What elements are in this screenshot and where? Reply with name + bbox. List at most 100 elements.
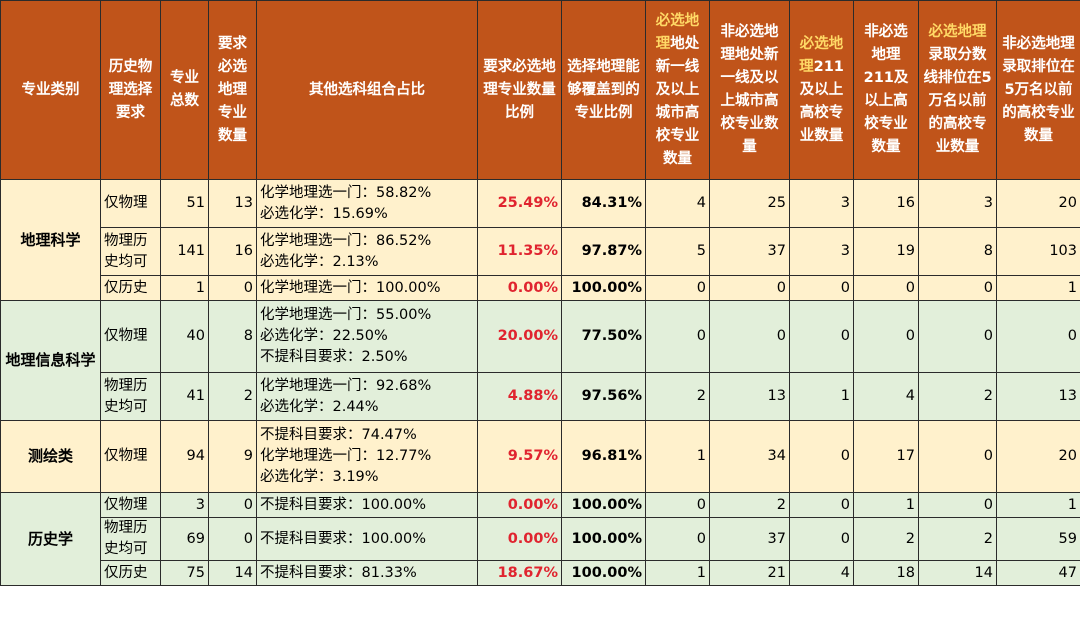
header-col-e-text: 录取分数线排位在5万名以前的高校专业数量 xyxy=(923,47,992,155)
total-cell: 94 xyxy=(160,420,209,493)
count-cell-f: 20 xyxy=(996,420,1080,493)
combo-cell: 化学地理选一门：92.68% 必选化学：2.44% xyxy=(256,372,478,421)
geo-ratio-cell: 20.00% xyxy=(477,300,562,373)
count-cell-b: 25 xyxy=(709,179,790,228)
count-cell-f: 1 xyxy=(996,492,1080,518)
total-cell: 41 xyxy=(160,372,209,421)
table-row: 地理科学 仅物理 51 13 化学地理选一门：58.82% 必选化学：15.69% 25.4… xyxy=(0,179,1080,301)
combo-line: 化学地理选一门：92.68% xyxy=(260,377,432,394)
combo-cell: 不提科目要求：100.00% xyxy=(256,492,478,518)
count-cell-f: 1 xyxy=(996,275,1080,301)
count-cell-a: 0 xyxy=(645,517,710,561)
header-category: 专业类别 xyxy=(0,0,101,180)
count-cell-c: 0 xyxy=(789,517,854,561)
geo-ratio-cell: 4.88% xyxy=(477,372,562,421)
coverage-cell: 100.00% xyxy=(561,517,646,561)
table-body: 地理科学 仅物理 51 13 化学地理选一门：58.82% 必选化学：15.69% 25.4… xyxy=(0,179,1080,586)
geo-ratio-cell: 25.49% xyxy=(477,179,562,228)
header-col-b: 非必选地理地处新一线及以上城市高校专业数量 xyxy=(709,0,790,180)
subject-requirement-cell: 仅物理 xyxy=(100,492,161,518)
geo-required-cell: 13 xyxy=(208,179,257,228)
geo-required-cell: 9 xyxy=(208,420,257,493)
geo-ratio-cell: 11.35% xyxy=(477,227,562,276)
count-cell-d: 16 xyxy=(853,179,919,228)
total-cell: 69 xyxy=(160,517,209,561)
header-col-a-highlight: 必选地理 xyxy=(655,12,700,52)
combo-line: 不提科目要求：74.47% xyxy=(260,427,417,443)
subject-requirement-cell: 仅历史 xyxy=(100,275,161,301)
header-geo-required-ratio: 要求必选地理专业数量比例 xyxy=(477,0,562,180)
header-col-d: 非必选地理211及以上高校专业数量 xyxy=(853,0,919,180)
geo-required-cell: 0 xyxy=(208,275,257,301)
total-cell: 1 xyxy=(160,275,209,301)
count-cell-b: 21 xyxy=(709,560,790,586)
header-row: 专业类别 历史物理选择要求 专业总数 要求必选地理专业数量 其他选科组合占比 要… xyxy=(0,0,1080,180)
count-cell-c: 0 xyxy=(789,492,854,518)
count-cell-a: 1 xyxy=(645,420,710,493)
coverage-cell: 100.00% xyxy=(561,560,646,586)
header-total: 专业总数 xyxy=(160,0,209,180)
count-cell-b: 34 xyxy=(709,420,790,493)
subject-requirement-cell: 仅物理 xyxy=(100,179,161,228)
count-cell-c: 0 xyxy=(789,275,854,301)
count-cell-a: 0 xyxy=(645,492,710,518)
table-row: 物理历史均可 41 2 化学地理选一门：92.68% 必选化学：2.44% 4.88% 97… xyxy=(1,372,1080,421)
coverage-cell: 97.56% xyxy=(561,372,646,421)
geo-required-cell: 0 xyxy=(208,517,257,561)
count-cell-a: 4 xyxy=(645,179,710,228)
subject-requirement-cell: 物理历史均可 xyxy=(100,227,161,276)
combo-line: 必选化学：22.50% xyxy=(260,328,388,344)
total-cell: 40 xyxy=(160,300,209,373)
geo-required-cell: 2 xyxy=(208,372,257,421)
table-row: 测绘类 仅物理 94 9 不提科目要求：74.47% 化学地理选一门：12.77% 必选化学… xyxy=(0,420,1080,493)
total-cell: 141 xyxy=(160,227,209,276)
coverage-cell: 97.87% xyxy=(561,227,646,276)
count-cell-b: 2 xyxy=(709,492,790,518)
category-cell: 历史学 xyxy=(0,492,101,586)
subject-requirement-cell: 仅物理 xyxy=(100,300,161,373)
count-cell-e: 2 xyxy=(918,372,997,421)
count-cell-b: 37 xyxy=(709,517,790,561)
count-cell-c: 3 xyxy=(789,179,854,228)
coverage-cell: 77.50% xyxy=(561,300,646,373)
count-cell-d: 19 xyxy=(853,227,919,276)
combo-line: 化学地理选一门：100.00% xyxy=(260,279,441,296)
header-geo-required-count: 要求必选地理专业数量 xyxy=(208,0,257,180)
subject-requirement-cell: 仅历史 xyxy=(100,560,161,586)
count-cell-c: 3 xyxy=(789,227,854,276)
count-cell-e: 2 xyxy=(918,517,997,561)
table-row: 历史学 仅物理 3 0 不提科目要求：100.00% 0.00% 100.00% 0 2 0 1 0 1 xyxy=(0,492,1080,586)
count-cell-e: 0 xyxy=(918,492,997,518)
combo-line: 必选化学：2.13% xyxy=(260,253,379,270)
header-col-c: 必选地理211及以上高校专业数量 xyxy=(789,0,854,180)
count-cell-d: 0 xyxy=(853,275,919,301)
geo-required-cell: 14 xyxy=(208,560,257,586)
table-row: 物理历史均可 141 16 化学地理选一门：86.52% 必选化学：2.13% 11.35… xyxy=(1,227,1080,276)
coverage-cell: 96.81% xyxy=(561,420,646,493)
header-col-c-highlight: 必选地理 xyxy=(799,35,844,75)
geo-ratio-cell: 0.00% xyxy=(477,517,562,561)
combo-line: 化学地理选一门：12.77% xyxy=(260,448,432,464)
count-cell-f: 47 xyxy=(996,560,1080,586)
geo-required-cell: 8 xyxy=(208,300,257,373)
count-cell-e: 8 xyxy=(918,227,997,276)
subject-requirement-cell: 物理历史均可 xyxy=(100,372,161,421)
header-coverage-ratio: 选择地理能够覆盖到的专业比例 xyxy=(561,0,646,180)
count-cell-f: 103 xyxy=(996,227,1080,276)
count-cell-b: 37 xyxy=(709,227,790,276)
count-cell-d: 17 xyxy=(853,420,919,493)
coverage-cell: 100.00% xyxy=(561,492,646,518)
combo-cell: 不提科目要求：100.00% xyxy=(256,517,478,561)
subject-requirement-cell: 物理历史均可 xyxy=(100,517,161,561)
geo-ratio-cell: 18.67% xyxy=(477,560,562,586)
count-cell-f: 59 xyxy=(996,517,1080,561)
count-cell-b: 0 xyxy=(709,300,790,373)
count-cell-a: 0 xyxy=(645,275,710,301)
table-row: 仅历史 75 14 不提科目要求：81.33% 18.67% 100.00% 1 21 4 18 1… xyxy=(1,560,1080,586)
total-cell: 75 xyxy=(160,560,209,586)
combo-cell: 不提科目要求：74.47% 化学地理选一门：12.77% 必选化学：3.19% xyxy=(256,420,478,493)
coverage-cell: 100.00% xyxy=(561,275,646,301)
combo-line: 不提科目要求：100.00% xyxy=(260,530,427,547)
count-cell-b: 0 xyxy=(709,275,790,301)
combo-line: 化学地理选一门：58.82% xyxy=(260,184,432,201)
